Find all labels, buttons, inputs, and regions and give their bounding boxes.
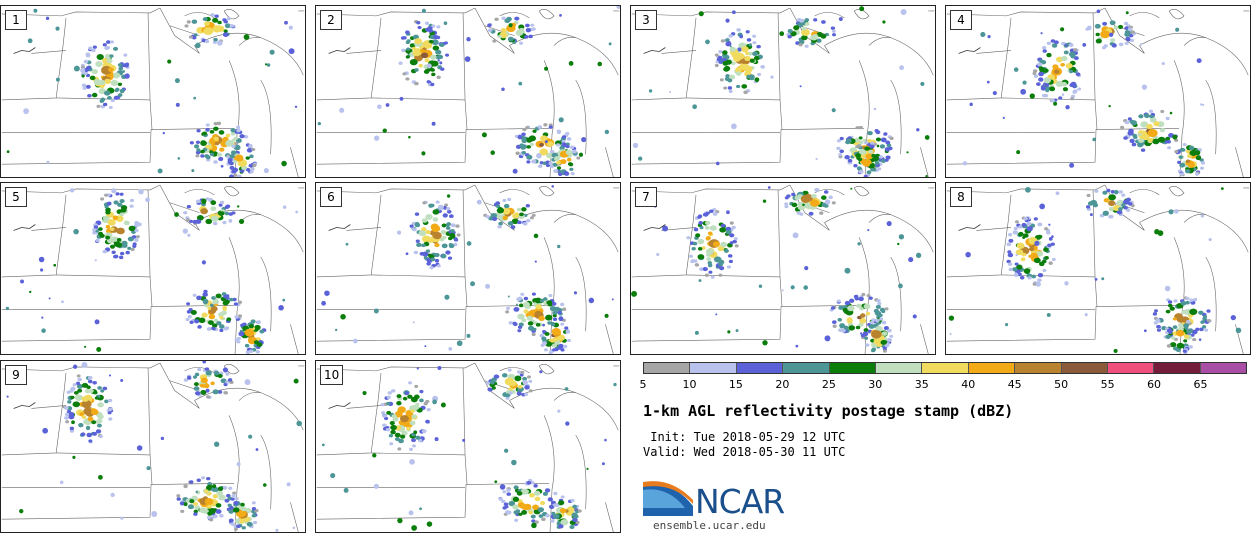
ensemble-member-panel: 9 xyxy=(0,360,306,533)
colorbar-tick-label: 20 xyxy=(775,378,790,391)
panel-number-label: 9 xyxy=(5,365,27,385)
reflectivity-map xyxy=(946,184,1250,354)
colorbar-tick-label: 45 xyxy=(1007,378,1022,391)
colorbar-segment xyxy=(875,363,923,373)
reflectivity-map xyxy=(316,184,620,354)
ensemble-member-panel: 6 xyxy=(315,182,621,355)
panel-number-label: 1 xyxy=(5,10,27,30)
website-link[interactable]: ensemble.ucar.edu xyxy=(653,519,766,532)
colorbar-segment xyxy=(829,363,876,373)
reflectivity-map xyxy=(631,184,935,354)
colorbar-segment xyxy=(736,363,784,373)
colorbar-segment xyxy=(690,363,737,373)
colorbar-tick-label: 65 xyxy=(1193,378,1208,391)
colorbar-segment xyxy=(968,363,1016,373)
colorbar-tick-label: 35 xyxy=(914,378,929,391)
colorbar-segment xyxy=(1107,363,1155,373)
reflectivity-map xyxy=(1,7,305,177)
colorbar-tick-label: 60 xyxy=(1147,378,1162,391)
colorbar-tick-label: 55 xyxy=(1100,378,1115,391)
reflectivity-map xyxy=(316,362,620,532)
reflectivity-map xyxy=(1,184,305,354)
ensemble-member-panel: 7 xyxy=(630,182,936,355)
panel-number-label: 3 xyxy=(635,10,657,30)
colorbar-ticks: 5 10 15 20 25 30 35 40 45 50 55 60 65 xyxy=(639,378,1247,394)
ensemble-member-panel: 1 xyxy=(0,5,306,178)
colorbar-tick-label: 15 xyxy=(728,378,743,391)
reflectivity-map xyxy=(1,361,305,532)
panel-number-label: 5 xyxy=(5,187,27,207)
reflectivity-colorbar xyxy=(643,362,1247,374)
panel-number-label: 6 xyxy=(320,187,342,207)
ensemble-member-panel: 4 xyxy=(945,5,1251,178)
colorbar-segment xyxy=(1015,363,1062,373)
ensemble-member-panel: 3 xyxy=(630,5,936,178)
colorbar-tick-label: 50 xyxy=(1054,378,1069,391)
chart-title: 1-km AGL reflectivity postage stamp (dBZ… xyxy=(643,402,1014,420)
panel-number-label: 4 xyxy=(950,10,972,30)
colorbar-segment xyxy=(922,363,969,373)
ncar-logo-text: NCAR xyxy=(695,482,785,521)
colorbar-segment xyxy=(1061,363,1108,373)
valid-time: Valid: Wed 2018-05-30 11 UTC xyxy=(643,445,846,459)
colorbar-segment xyxy=(783,363,830,373)
panel-number-label: 7 xyxy=(635,187,657,207)
ensemble-member-panel: 8 xyxy=(945,182,1251,355)
colorbar-tick-label: 40 xyxy=(961,378,976,391)
panel-number-label: 8 xyxy=(950,187,972,207)
reflectivity-map xyxy=(631,6,935,177)
init-time: Init: Tue 2018-05-29 12 UTC xyxy=(643,430,846,444)
ensemble-member-panel: 2 xyxy=(315,5,621,178)
ensemble-member-panel: 10 xyxy=(315,360,621,533)
reflectivity-map xyxy=(946,7,1250,177)
panel-number-label: 2 xyxy=(320,10,342,30)
colorbar-tick-label: 30 xyxy=(868,378,883,391)
colorbar-segment xyxy=(644,363,691,373)
colorbar-segment xyxy=(1154,363,1201,373)
colorbar-tick-label: 10 xyxy=(682,378,697,391)
ncar-logo-icon xyxy=(643,481,693,516)
colorbar-tick-label: 5 xyxy=(639,378,647,391)
colorbar-segment xyxy=(1200,363,1247,373)
colorbar-tick-label: 25 xyxy=(821,378,836,391)
reflectivity-map xyxy=(316,6,620,177)
panel-number-label: 10 xyxy=(320,365,344,385)
ensemble-member-panel: 5 xyxy=(0,182,306,355)
